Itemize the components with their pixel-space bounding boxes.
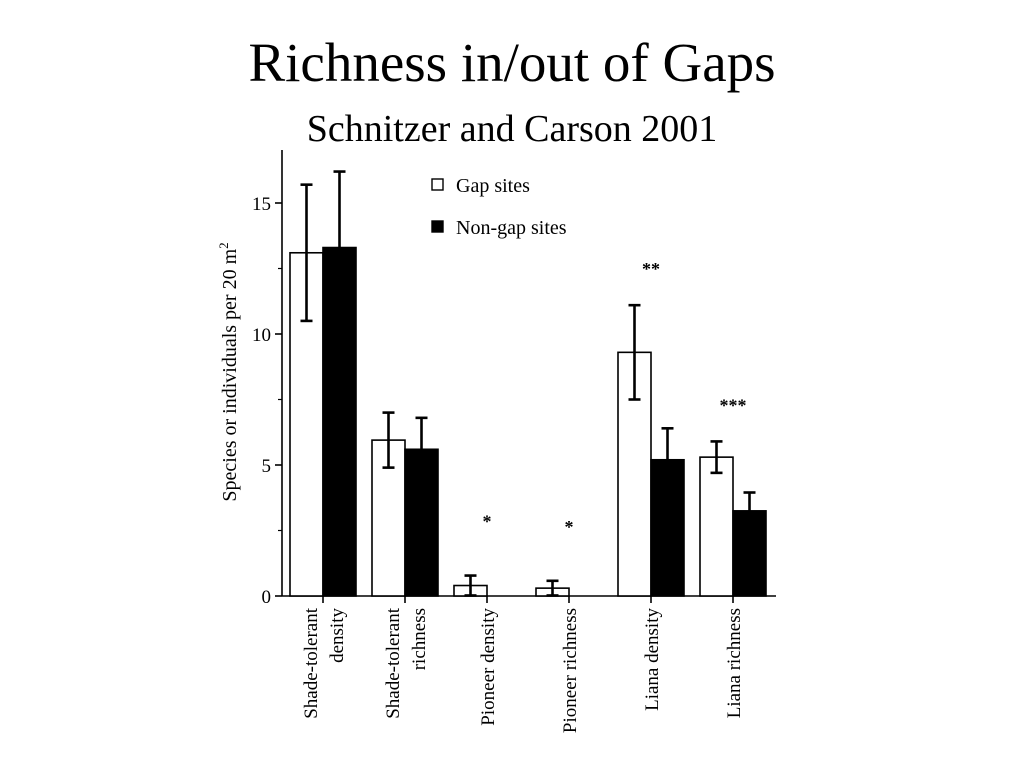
gap-site-bar [371, 439, 406, 597]
y-tick-label: 15 [252, 194, 271, 215]
significance-annotation: *** [720, 395, 747, 415]
y-tick-label: 10 [252, 325, 271, 346]
legend-swatch-non-gap-sites [431, 220, 444, 233]
slide-subtitle: Schnitzer and Carson 2001 [306, 108, 718, 150]
gap-site-bar [699, 456, 734, 597]
significance-annotation: * [483, 512, 492, 532]
x-tick-label: Liana density [642, 608, 663, 711]
x-tick-label: Shade-tolerant [383, 607, 404, 719]
significance-annotation: * [565, 517, 574, 537]
slide-title: Richness in/out of Gaps [248, 32, 776, 93]
x-tick-label: richness [409, 608, 430, 670]
x-tick-label: density [327, 608, 348, 663]
x-tick-label: Shade-tolerant [301, 607, 322, 719]
y-axis-label-superscript: 2 [216, 242, 231, 249]
y-tick-label: 0 [262, 587, 272, 608]
significance-annotation: ** [642, 259, 660, 279]
legend-label-non-gap-sites: Non-gap sites [456, 217, 567, 239]
legend-swatch-gap-sites [431, 178, 444, 191]
y-axis-label: Species or individuals per 20 m2 [216, 242, 241, 501]
y-tick-label: 5 [262, 456, 272, 477]
x-tick-label: Pioneer richness [560, 608, 581, 733]
x-tick-label: Liana richness [724, 608, 745, 718]
legend-label-gap-sites: Gap sites [456, 175, 530, 197]
x-tick-label: Pioneer density [478, 608, 499, 726]
